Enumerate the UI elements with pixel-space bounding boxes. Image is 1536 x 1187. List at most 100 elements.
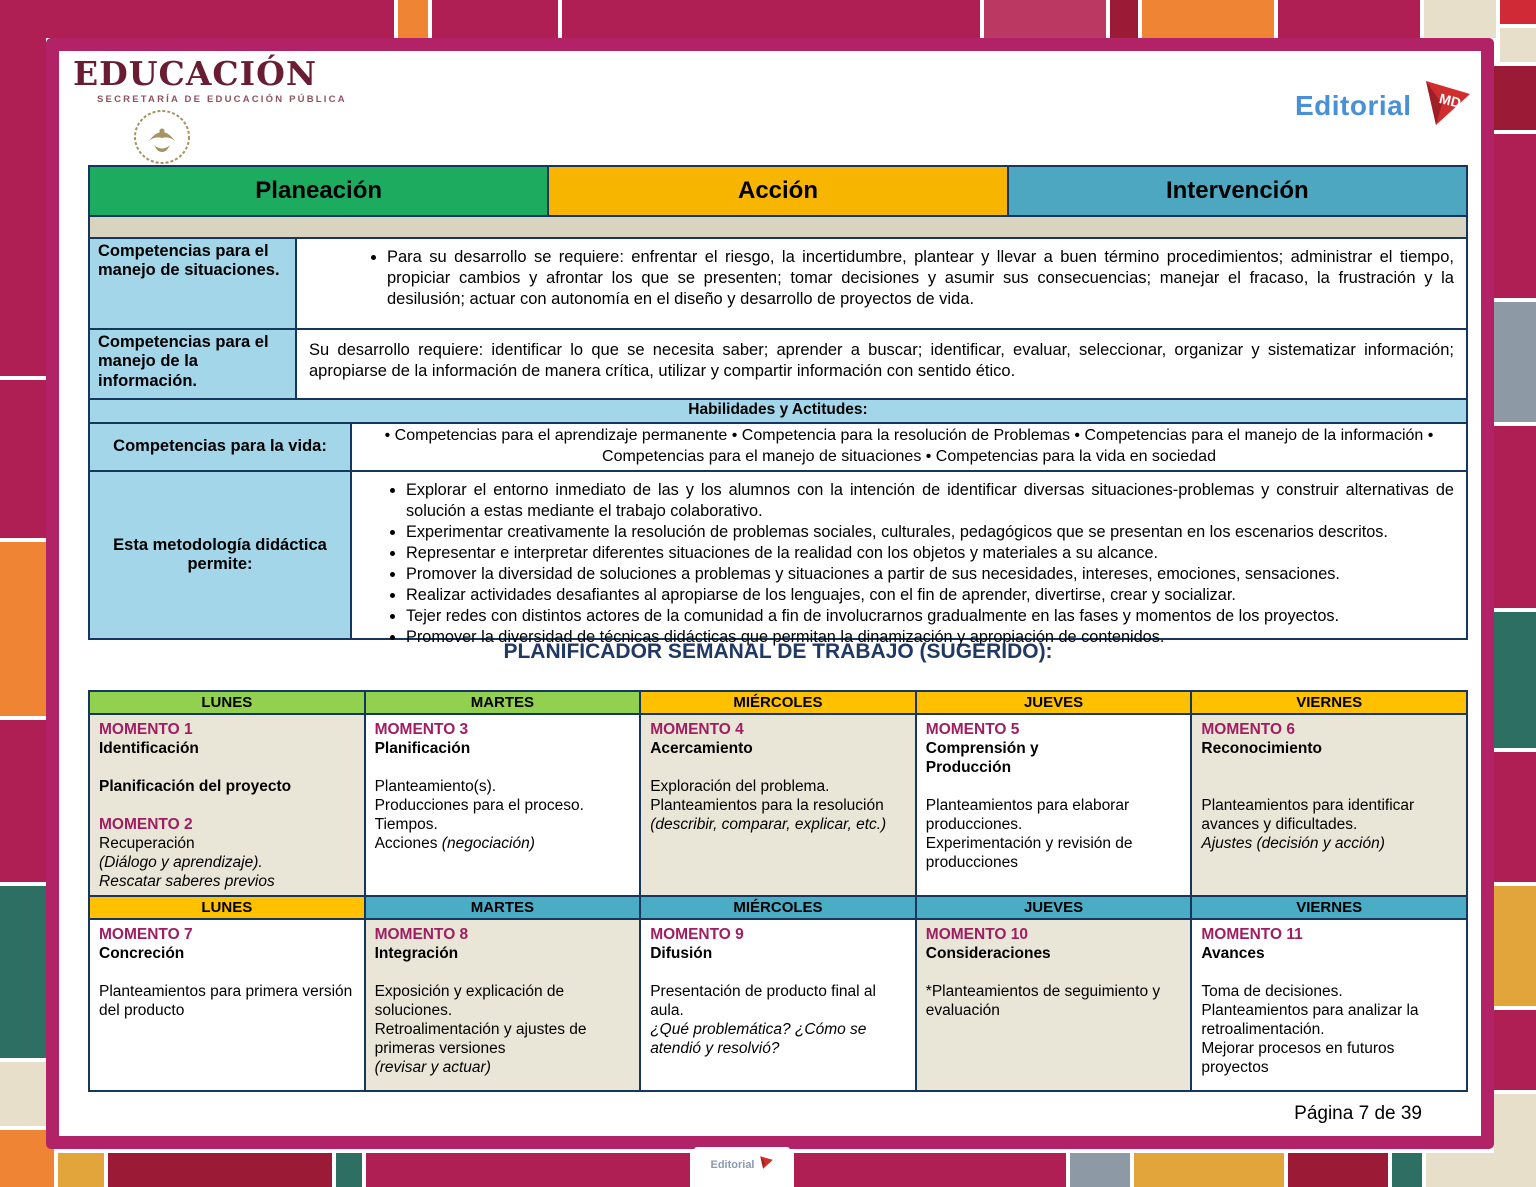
text-line: MOMENTO 10: [925, 926, 1028, 943]
text-line: [375, 758, 631, 777]
text-line: MOMENTO 8: [374, 926, 469, 943]
day-header-cell: MARTES: [365, 897, 642, 918]
text-line: MOMENTO 4: [650, 721, 744, 738]
mosaic-tile: [58, 1153, 104, 1187]
row-label: Competencias para el manejo de situacion…: [90, 239, 297, 328]
text-line: Acciones (negociación): [374, 835, 535, 852]
text-line: [1201, 963, 1457, 982]
planner-title: PLANIFICADOR SEMANAL DE TRABAJO (SUGERID…: [503, 640, 1053, 663]
mosaic-tile: [1134, 1153, 1284, 1187]
mosaic-tile: [0, 886, 46, 1058]
text-line: [926, 777, 1182, 796]
svg-text:MD: MD: [1437, 90, 1462, 111]
mosaic-tile: [1494, 1010, 1536, 1090]
bullet-item: Experimentar creativamente la resolución…: [406, 522, 1454, 543]
sep-logo-subtitle: SECRETARÍA DE EDUCACIÓN PÚBLICA: [97, 94, 347, 105]
text-line: Integración: [374, 945, 459, 962]
text-line: Consideraciones: [925, 945, 1051, 962]
text-line: MOMENTO 5: [925, 721, 1020, 738]
text-line: Rescatar saberes previos: [99, 873, 275, 890]
text-line: Mejorar procesos en futuros proyectos: [1201, 1040, 1395, 1076]
text-line: (revisar y actuar): [374, 1059, 491, 1076]
footer-editorial-wordmark: Editorial: [710, 1159, 755, 1171]
text-line: (describir, comparar, explicar, etc.): [650, 816, 887, 833]
mosaic-tile: [1070, 1153, 1130, 1187]
planner-cell-momento-5: MOMENTO 5 Comprensión y Producción Planteam…: [916, 715, 1193, 895]
sep-logo-title: EDUCACIÓN: [73, 54, 318, 93]
day-header-cell: MIÉRCOLES: [641, 897, 917, 918]
text-line: Exploración del problema.: [650, 778, 830, 795]
text-line: Planificación del proyecto: [99, 778, 292, 795]
text-line: Reconocimiento: [1201, 740, 1322, 757]
planner-cell-momento-3: MOMENTO 3 Planificación Planteamiento(s). P…: [365, 715, 642, 895]
day-header-cell: JUEVES: [916, 897, 1193, 918]
text-line: [99, 963, 355, 982]
editorial-md-wordmark: Editorial: [1295, 89, 1412, 121]
document-page: EDUCACIÓN SECRETARÍA DE EDUCACIÓN PÚBLIC…: [46, 38, 1494, 1149]
mosaic-tile: [398, 0, 428, 38]
phase-cell-planeacion: Planeación: [90, 167, 550, 215]
text-line: Planteamientos para primera versión del …: [99, 983, 353, 1019]
text-line: ¿Qué problemática? ¿Cómo se atendió y re…: [650, 1021, 867, 1057]
mosaic-tile: [46, 0, 394, 38]
day-header-cell: LUNES: [90, 692, 366, 713]
day-header-cell: MARTES: [365, 692, 642, 713]
national-seal-icon: [131, 107, 193, 172]
mosaic-tile: [0, 1130, 54, 1187]
day-header-row-week1: LUNES MARTES MIÉRCOLES JUEVES VIERNES: [90, 692, 1466, 715]
planner-cell-momento-10: MOMENTO 10 Consideraciones *Planteamientos…: [916, 920, 1193, 1090]
bullet-item: Representar e interpretar diferentes sit…: [406, 543, 1454, 564]
text-line: Difusión: [650, 945, 713, 962]
table-row-situaciones: Competencias para el manejo de situacion…: [90, 239, 1466, 328]
mosaic-tile: [108, 1153, 332, 1187]
text-line: [650, 758, 906, 777]
mosaic-tile: [562, 0, 980, 38]
planner-cell-momento-9: MOMENTO 9 Difusión Presentación de product…: [641, 920, 917, 1090]
text-line: [926, 963, 1182, 982]
text-line: (Diálogo y aprendizaje).: [99, 854, 263, 871]
mosaic-tile: [1142, 0, 1274, 38]
mosaic-tile: [0, 720, 46, 882]
text-line: Planificación: [374, 740, 471, 757]
text-line: *Planteamientos de seguimiento y evaluac…: [925, 983, 1161, 1019]
text-line: [1201, 777, 1457, 796]
planner-cell-momento-4: MOMENTO 4 Acercamiento Exploración del pro…: [641, 715, 917, 895]
text-line: Identificación: [99, 740, 199, 757]
mosaic-tile: [432, 0, 558, 38]
text-line: Avances: [1201, 945, 1265, 962]
mosaic-tile: [1494, 426, 1536, 608]
day-header-row-week2: LUNES MARTES MIÉRCOLES JUEVES VIERNES: [90, 897, 1466, 920]
text-line: [1201, 758, 1457, 777]
text-line: Planteamientos para la resolución: [650, 797, 884, 814]
mosaic-tile: [1426, 1153, 1536, 1187]
editorial-md-logo: Editorial MD: [1295, 77, 1474, 134]
text-line: MOMENTO 6: [1201, 721, 1295, 738]
text-line: MOMENTO 1: [99, 721, 193, 738]
mosaic-tile: [1494, 752, 1536, 882]
text-line: [99, 796, 355, 815]
text-line: Planteamientos para elaborar produccione…: [925, 797, 1130, 833]
text-line: Presentación de producto final al aula.: [650, 983, 876, 1019]
text-line: Concreción: [99, 945, 185, 962]
mosaic-tile: [0, 1062, 46, 1126]
text-line: MOMENTO 11: [1201, 926, 1303, 943]
bullet-item: Promover la diversidad de técnicas didác…: [406, 627, 1454, 648]
text-line: [99, 758, 355, 777]
mosaic-tile: [1424, 0, 1496, 38]
day-header-cell: VIERNES: [1192, 897, 1466, 918]
mosaic-tile: [1494, 66, 1536, 130]
bullet-item: Tejer redes con distintos actores de la …: [406, 606, 1454, 627]
mosaic-tile: [0, 0, 46, 376]
text-line: Tiempos.: [374, 816, 438, 833]
mosaic-tile: [1494, 134, 1536, 298]
mosaic-tile: [0, 380, 46, 538]
day-header-cell: LUNES: [90, 897, 366, 918]
mosaic-tile: [1500, 28, 1536, 62]
planner-table: LUNES MARTES MIÉRCOLES JUEVES VIERNES MO…: [88, 690, 1468, 1092]
planner-cell-momento-6: MOMENTO 6 Reconocimiento Planteamientos pa…: [1192, 715, 1466, 895]
text-line: Planteamiento(s).: [374, 778, 497, 795]
day-header-cell: MIÉRCOLES: [641, 692, 917, 713]
text-line: [375, 963, 631, 982]
text-line: MOMENTO 3: [374, 721, 469, 738]
table-row-metodologia: Esta metodología didáctica permite: Expl…: [90, 470, 1466, 646]
